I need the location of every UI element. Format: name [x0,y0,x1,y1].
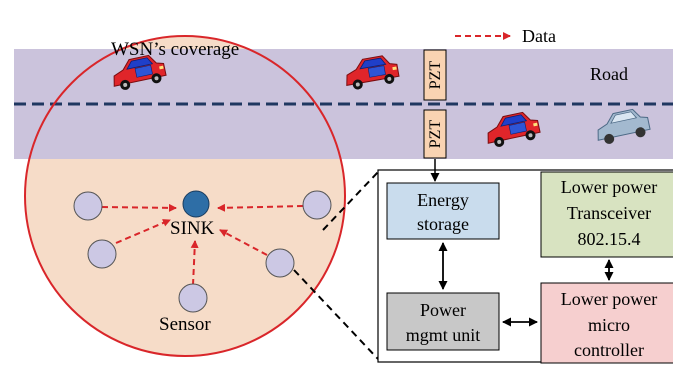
sink-label: SINK [170,218,215,239]
sensor-node [302,190,332,220]
transceiver-line3: 802.15.4 [578,229,641,249]
sink-node [182,190,210,218]
microcontroller-line1: Lower power [561,289,657,309]
data-arrow [219,229,268,256]
road-label: Road [590,64,628,84]
power-mgmt-line1: Power [420,300,466,320]
pzt-top-label: PZT [427,61,444,90]
sensor-node [73,191,103,221]
power-mgmt-block [386,292,500,351]
sensor-node [178,283,208,313]
energy-storage-line2: storage [417,214,469,234]
power-mgmt-line2: mgmt unit [406,325,481,345]
transceiver-line1: Lower power [561,177,657,197]
transceiver-block [540,171,673,258]
microcontroller-block [540,282,673,364]
sensor-label: Sensor [159,314,211,335]
data-arrow [217,203,304,212]
transceiver-line2: Transceiver [567,203,651,223]
pzt-sensor-bottom [423,109,447,159]
data-arrow [101,203,177,212]
energy-storage-line1: Energy [417,190,469,210]
energy-storage-block [386,182,500,240]
pzt-sensor-top [423,49,447,101]
zoom-line [322,171,379,231]
microcontroller-line3: controller [574,340,644,360]
pzt-bottom-label: PZT [427,120,444,149]
legend-data-label: Data [522,26,556,46]
data-arrow [190,240,199,286]
coverage-label: WSN’s coverage [111,39,239,60]
zoom-line [293,269,379,360]
car-icon [597,108,651,144]
sensor-node [87,239,117,269]
microcontroller-line2: micro [588,315,630,335]
sensor-node [265,248,295,278]
data-flow-arrows [101,203,304,286]
coverage-border [24,35,346,357]
